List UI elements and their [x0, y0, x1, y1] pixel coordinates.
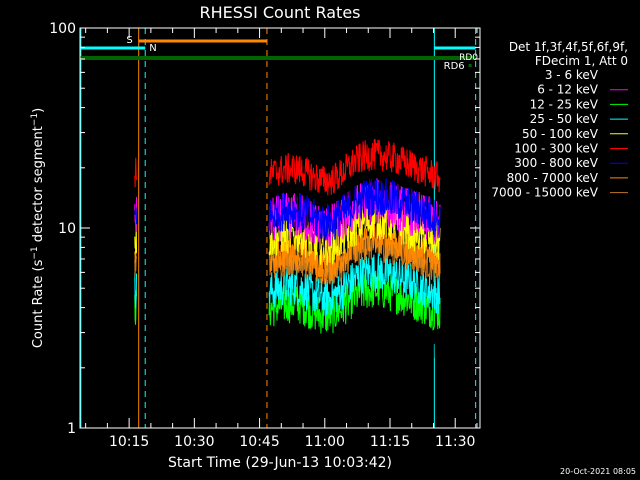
x-tick-label: 11:00	[305, 434, 345, 450]
x-axis: 10:15 10:30 10:45 11:00 11:15 11:30	[85, 28, 478, 450]
flag-rd6-label: RD6	[444, 61, 465, 72]
legend-entry-label: 800 - 7000 keV	[507, 171, 599, 185]
legend-entry-label: 25 - 50 keV	[530, 112, 599, 126]
data-series-line	[268, 178, 441, 241]
flag-rd6-marker	[468, 64, 472, 67]
legend-entry-label: 7000 - 15000 keV	[491, 186, 598, 200]
data-series-line	[134, 196, 137, 234]
y-tick-label: 100	[49, 21, 76, 37]
legend: Det 1f,3f,4f,5f,6f,9f, FDecim 1, Att 0 3…	[491, 40, 628, 200]
legend-entry-label: 300 - 800 keV	[514, 156, 598, 170]
flag-label-rd0: RD0	[459, 53, 478, 63]
legend-header-line-2: FDecim 1, Att 0	[535, 54, 628, 68]
y-tick-label: 1	[67, 421, 76, 437]
legend-entry-label: 3 - 6 keV	[545, 68, 599, 82]
legend-header-line-1: Det 1f,3f,4f,5f,6f,9f,	[509, 40, 628, 54]
flag-label-n: N	[149, 43, 156, 54]
legend-entry-label: 12 - 25 keV	[530, 97, 599, 111]
legend-entry-label: 6 - 12 keV	[537, 83, 599, 97]
x-tick-label: 10:45	[239, 434, 279, 450]
generation-timestamp: 20-Oct-2021 08:05	[560, 467, 636, 476]
data-series-line	[134, 272, 137, 309]
x-axis-label: Start Time (29-Jun-13 10:03:42)	[168, 455, 392, 471]
data-series-line	[268, 200, 441, 266]
y-axis-label: Count Rate (s−1 detector segment−1)	[30, 108, 46, 348]
data-series-line	[268, 253, 441, 316]
data-series-line	[134, 207, 137, 225]
chart-title: RHESSI Count Rates	[200, 3, 361, 22]
legend-entry-label: 50 - 100 keV	[522, 127, 599, 141]
data-series-line	[268, 138, 441, 196]
x-tick-label: 10:15	[109, 434, 149, 450]
legend-entry-label: 100 - 300 keV	[514, 142, 598, 156]
flag-label-s: S	[126, 35, 132, 46]
y-tick-label: 10	[58, 221, 76, 237]
x-tick-label: 11:30	[435, 434, 475, 450]
x-tick-label: 10:30	[174, 434, 214, 450]
y-axis: 1 10 100	[49, 21, 480, 437]
x-tick-label: 11:15	[370, 434, 410, 450]
data-series-line	[134, 157, 137, 188]
